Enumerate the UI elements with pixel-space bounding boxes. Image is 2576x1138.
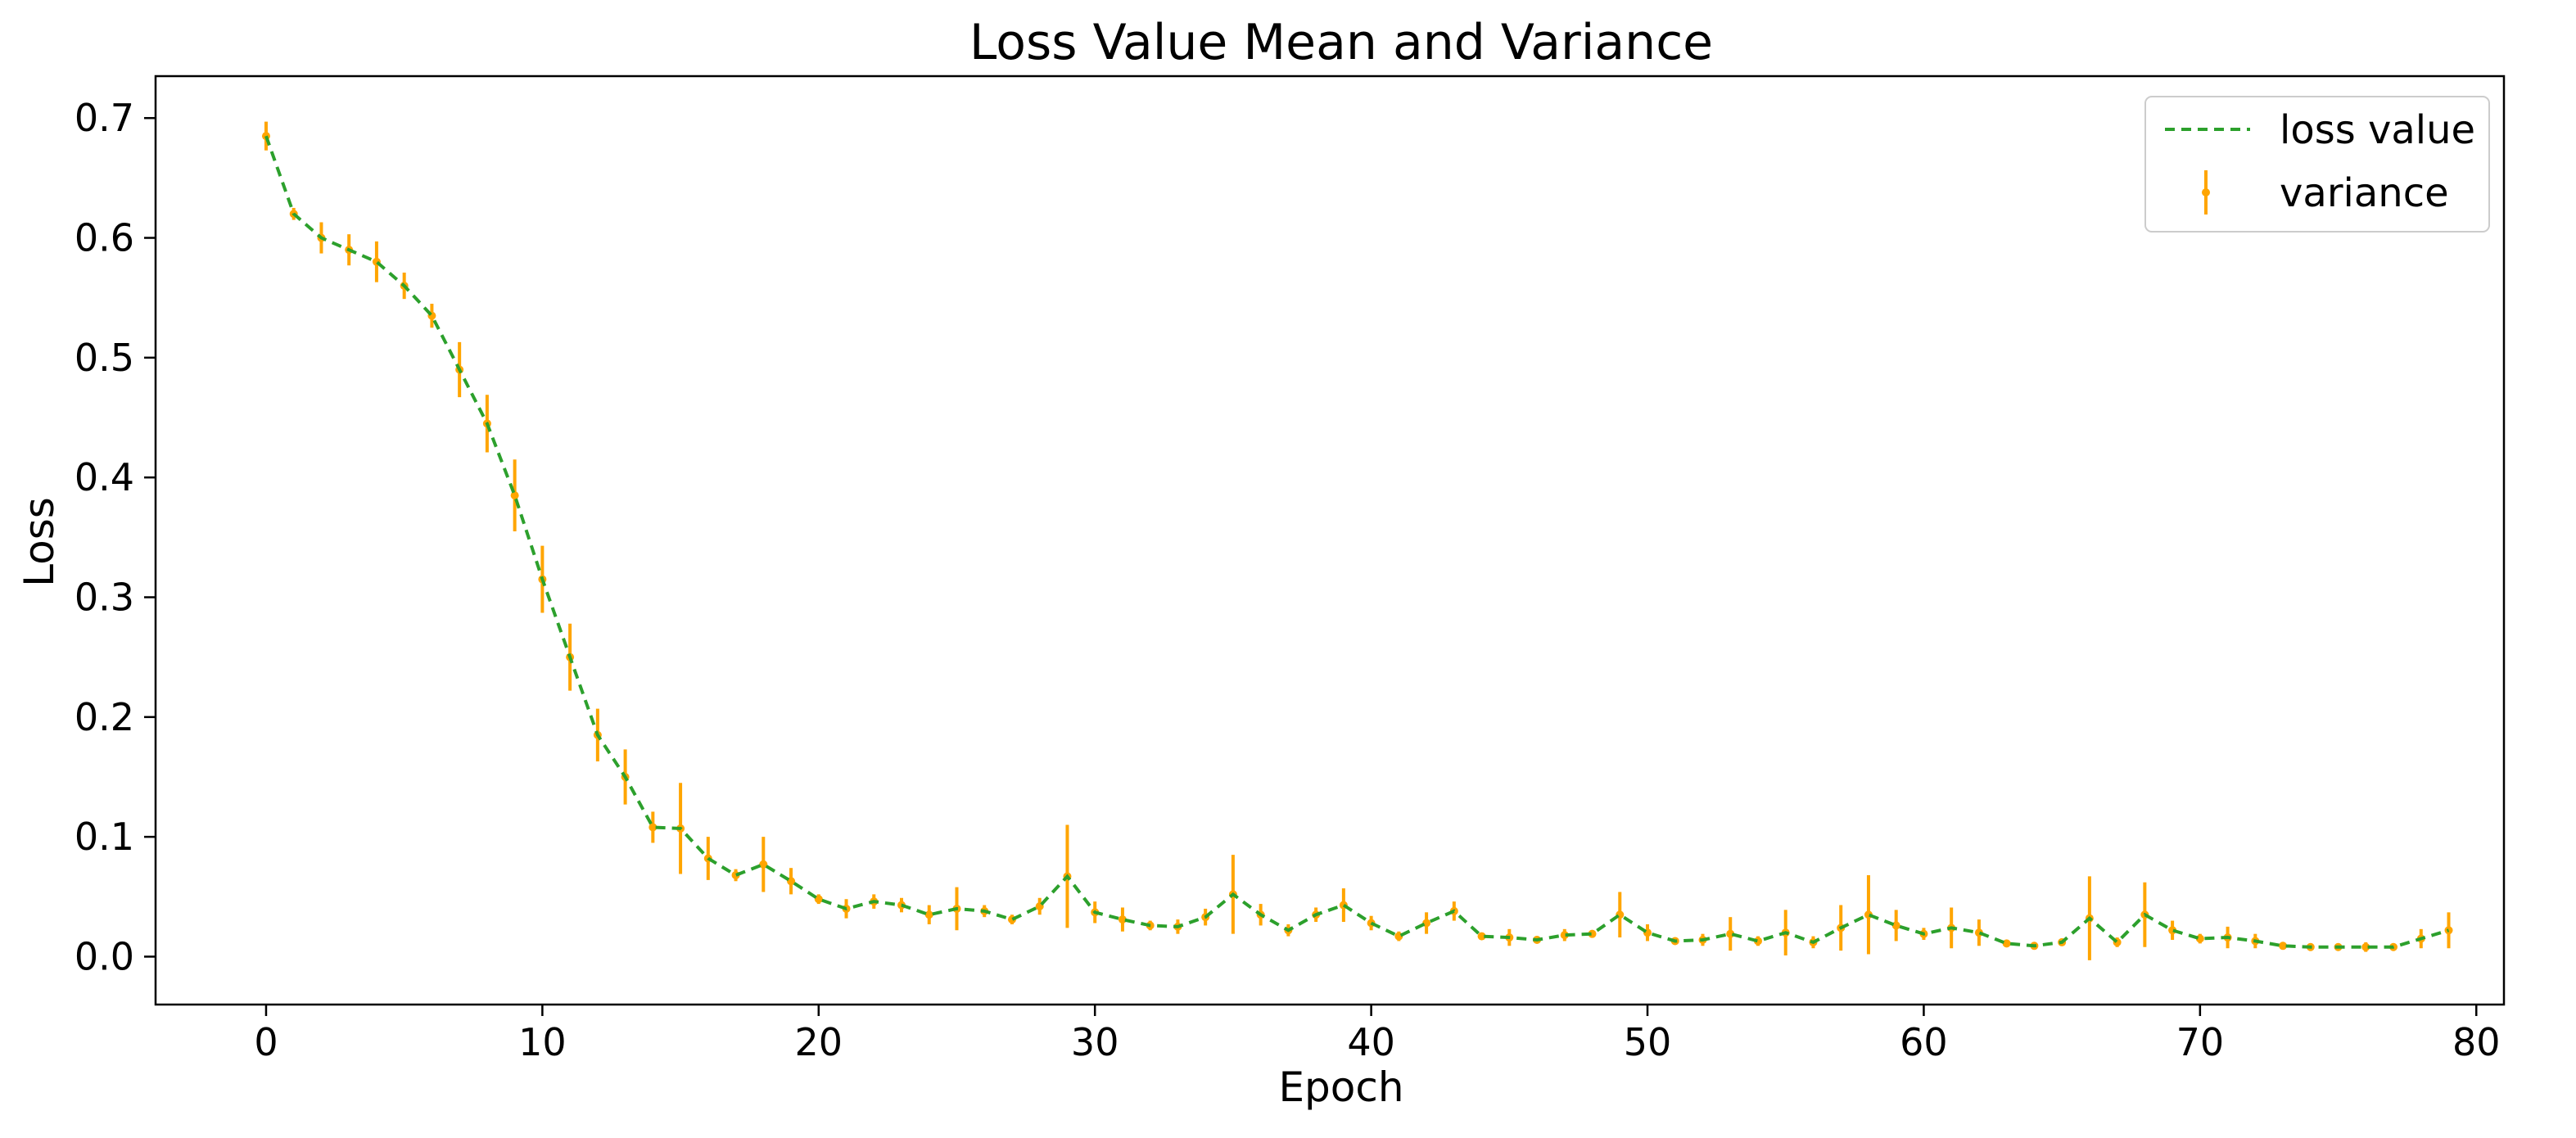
errorbar-marker: [759, 860, 768, 869]
line-group: [264, 135, 2450, 949]
errorbar-marker: [1477, 932, 1486, 941]
legend-label-variance: variance: [2280, 170, 2449, 216]
errorbar-marker: [649, 823, 658, 832]
y-tick-label: 0.2: [75, 695, 134, 739]
errorbar-marker: [2002, 939, 2011, 948]
errorbar-marker: [1118, 915, 1127, 924]
x-tick-label: 70: [2176, 1020, 2225, 1064]
x-tick-label: 10: [518, 1020, 567, 1064]
y-tick-label: 0.1: [75, 815, 134, 859]
loss-value-line: [264, 135, 2450, 949]
plot-frame: [154, 75, 2506, 1006]
errorbar-marker: [1588, 929, 1597, 938]
x-tick-label: 80: [2452, 1020, 2501, 1064]
x-tick-label: 20: [795, 1020, 843, 1064]
errorbar-marker: [814, 895, 823, 904]
errorbar-marker: [510, 491, 519, 500]
x-tick-label: 50: [1624, 1020, 1672, 1064]
y-tick-label: 0.7: [75, 96, 134, 140]
y-tick-label: 0.3: [75, 576, 134, 620]
x-tick-label: 30: [1071, 1020, 1119, 1064]
errorbar-group: [261, 121, 2453, 960]
y-axis-label: Loss: [16, 497, 63, 587]
legend-label-loss: loss value: [2280, 107, 2475, 153]
chart-title: Loss Value Mean and Variance: [969, 14, 1713, 71]
errorbar-marker: [1891, 921, 1900, 930]
y-tick-label: 0.4: [75, 455, 134, 499]
y-tick-label: 0.6: [75, 216, 134, 260]
x-tick-label: 60: [1900, 1020, 1948, 1064]
errorbar-marker: [2361, 942, 2370, 951]
x-tick-label: 40: [1347, 1020, 1395, 1064]
errorbar-marker: [924, 910, 933, 919]
axis-ticks: 0 10 20 30 40 50 60 70 80 0.0 0.1 0.2 0.3 0.4 0.5 0.6 0.…: [75, 96, 2501, 1064]
y-tick-label: 0.5: [75, 336, 134, 380]
errorbar-marker: [2279, 942, 2288, 951]
plot-area: [154, 75, 2506, 1006]
x-tick-label: 0: [254, 1020, 278, 1064]
legend: loss value variance: [2144, 96, 2490, 233]
x-axis-label: Epoch: [1278, 1063, 1403, 1111]
legend-errorbar-marker: [2202, 188, 2210, 196]
y-tick-label: 0.0: [75, 934, 134, 978]
errorbar-marker: [1560, 931, 1569, 940]
